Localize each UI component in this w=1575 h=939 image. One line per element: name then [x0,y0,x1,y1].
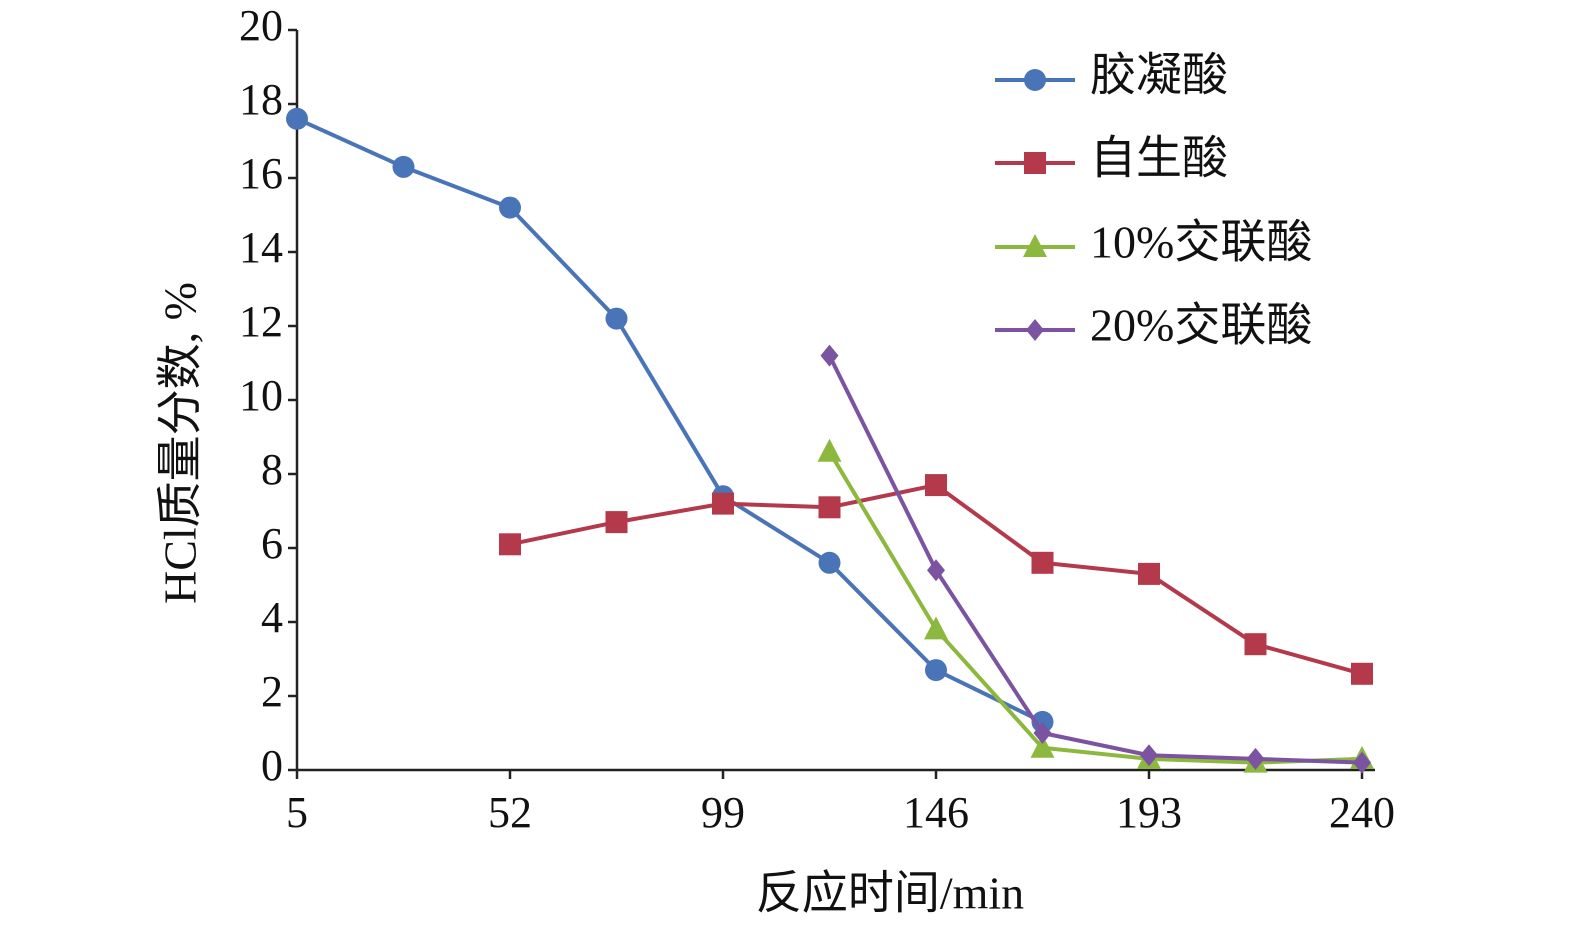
series-1-point-3 [605,307,628,330]
x-tick-label-4: 193 [1116,788,1182,837]
series-1-point-0 [286,107,308,130]
x-axis-title: 反应时间/min [756,868,1024,919]
series-4-point-3 [1140,744,1158,767]
series-2-point-6 [1138,562,1160,585]
series-1-point-1 [392,155,415,178]
legend-label-3: 10%交联酸 [1090,217,1312,268]
legend-marker-2 [1024,152,1046,174]
series-3-point-1 [924,616,948,640]
y-tick-label-3: 6 [261,519,283,568]
series-2-point-4 [925,474,947,497]
x-tick-label-3: 146 [903,788,969,837]
series-3-line [827,449,1364,765]
y-tick-label-2: 4 [261,593,283,642]
series-3 [817,438,1374,773]
series-2-point-2 [712,492,734,515]
series-4-point-5 [1353,751,1371,774]
y-tick-label-4: 8 [261,445,283,494]
y-tick-label-9: 18 [239,75,283,124]
series-4-point-4 [1246,747,1265,770]
series-1-point-2 [499,196,521,219]
series-1-point-6 [925,659,947,682]
series-2-point-5 [1031,551,1054,574]
series-2-point-0 [499,533,521,556]
series-2-point-7 [1244,633,1267,656]
legend-entry-4: 20%交联酸 [995,300,1312,351]
series-3-point-0 [817,438,842,462]
series-2-point-8 [1351,662,1373,685]
axis-ticks [288,28,1364,779]
y-tick-label-0: 0 [261,741,283,790]
series-2-point-1 [605,511,628,534]
y-tick-label-5: 10 [239,371,283,420]
legend-marker-3 [1023,234,1047,257]
series-4-line [827,353,1364,765]
x-tick-label-2: 99 [701,788,745,837]
x-tick-label-1: 52 [488,788,532,837]
series-4 [820,344,1371,774]
legend-label-4: 20%交联酸 [1090,300,1312,351]
series-4-point-0 [820,344,839,367]
legend-label-2: 自生酸 [1090,133,1228,184]
legend-label-1: 胶凝酸 [1090,50,1228,101]
series-4-point-2 [1033,722,1052,744]
x-tick-label-0: 5 [286,788,308,837]
series-1-point-5 [818,551,841,574]
y-tick-label-6: 12 [239,297,283,346]
series-1 [286,107,1054,733]
series-3-point-2 [1030,734,1055,758]
legend-marker-4 [1026,319,1044,341]
axis-tick-labels: 0 2 4 6 8 10 12 14 16 18 20 5 52 99 146 193 240 [239,1,1395,837]
series-2 [499,474,1373,685]
legend-entry-1: 胶凝酸 [995,50,1228,101]
series-2-point-3 [818,496,841,519]
y-tick-label-7: 14 [239,223,283,272]
y-tick-label-1: 2 [261,667,283,716]
x-tick-label-5: 240 [1329,788,1395,837]
y-axis-title: HCl质量分数, % [155,282,206,604]
legend-marker-1 [1024,69,1046,91]
series-4-point-1 [927,559,945,582]
y-tick-label-10: 20 [239,1,283,50]
series-1-line [295,116,1045,724]
y-tick-label-8: 16 [239,149,283,198]
legend-entry-3: 10%交联酸 [995,217,1312,268]
legend-entry-2: 自生酸 [995,133,1228,184]
series-layer [286,107,1374,774]
